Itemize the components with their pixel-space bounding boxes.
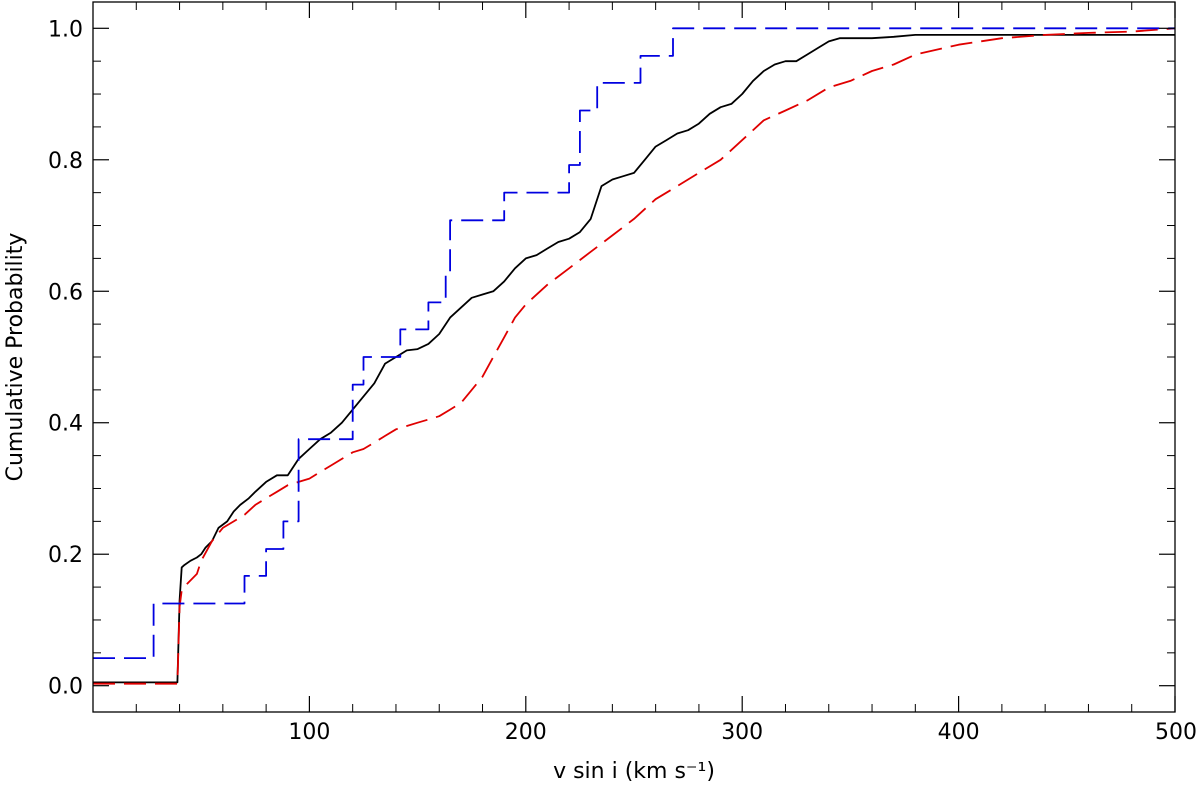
y-tick-label: 0.0	[48, 675, 83, 700]
x-tick-labels: 100 200 300 400 500	[288, 720, 1197, 745]
x-tick-label: 400	[938, 720, 980, 745]
series-line-3	[93, 27, 1175, 659]
x-tick-label: 200	[505, 720, 547, 745]
y-tick-label: 0.8	[48, 149, 83, 174]
x-tick-label: 300	[721, 720, 763, 745]
series-line-1	[93, 34, 1175, 684]
plot-content	[93, 27, 1176, 685]
y-tick-label: 0.6	[48, 280, 83, 305]
y-tick-labels: 0.0 0.2 0.4 0.6 0.8 1.0	[48, 17, 83, 699]
series-line-2	[93, 27, 1176, 685]
plot-frame	[92, 1, 1176, 713]
y-axis-title: Cumulative Probability	[3, 233, 28, 482]
x-tick-label: 100	[288, 720, 330, 745]
y-tick-label: 1.0	[48, 17, 83, 42]
x-axis-title: v sin i (km s⁻¹)	[553, 759, 715, 784]
y-tick-label: 0.2	[48, 543, 83, 568]
axis-ticks	[93, 2, 1176, 712]
y-tick-label: 0.4	[48, 412, 83, 437]
x-tick-label: 500	[1155, 720, 1197, 745]
